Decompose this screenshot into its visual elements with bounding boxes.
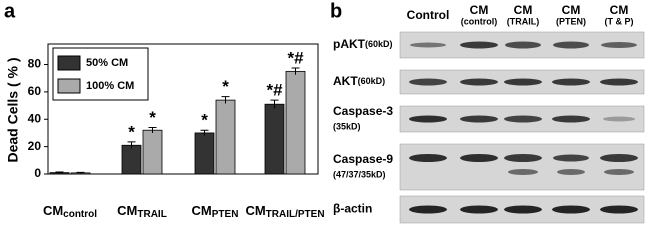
- blot-band: [504, 205, 542, 214]
- significance-marker: *: [149, 108, 156, 127]
- blot-band: [460, 115, 498, 123]
- blot-band: [604, 169, 634, 175]
- row-size: (60kD): [358, 76, 386, 86]
- blot-band: [553, 41, 589, 49]
- column-header: CM: [562, 3, 581, 17]
- blot-band: [600, 205, 638, 214]
- blot-band: [504, 78, 542, 86]
- panel-label: b: [330, 0, 342, 22]
- blot-band: [552, 205, 590, 214]
- column-header: CM: [470, 3, 489, 17]
- row-label: pAKT(60kD): [333, 37, 393, 51]
- x-tick-main: CM: [245, 203, 265, 218]
- y-tick-label: 40: [28, 111, 42, 125]
- x-tick-main: CM: [43, 203, 63, 218]
- column-header: Control: [407, 8, 450, 22]
- significance-marker: *: [201, 111, 208, 130]
- legend-label: 100% CM: [86, 80, 134, 92]
- row-label: Caspase-3: [333, 104, 393, 118]
- error-bar: [200, 129, 209, 136]
- blot-band: [504, 154, 542, 162]
- row-name: β-actin: [333, 202, 372, 216]
- error-bar: [55, 171, 64, 174]
- row-label: β-actin: [333, 202, 372, 216]
- blot-band: [409, 154, 447, 162]
- row-size: (47/37/35kD): [333, 169, 386, 179]
- plot-frame: [47, 43, 319, 175]
- blot-band: [409, 115, 447, 123]
- blot-band: [603, 116, 635, 122]
- blot-band: [552, 115, 590, 123]
- column-header: CM: [514, 3, 533, 17]
- x-tick-label: CMTRAIL: [117, 203, 167, 219]
- y-tick-label: 80: [28, 57, 42, 71]
- blot-band: [460, 154, 498, 162]
- x-tick-label: CMPTEN: [192, 203, 239, 219]
- error-bar: [270, 99, 279, 109]
- y-tick-label: 0: [34, 166, 41, 180]
- row-size: (60kD): [365, 39, 393, 49]
- legend-swatch: [57, 78, 81, 94]
- blot-band: [460, 78, 498, 86]
- blot-band: [504, 115, 542, 123]
- figure: a b Dead Cells ( % ) 020406080CMcontrol*…: [4, 0, 645, 224]
- x-tick-main: CM: [117, 203, 137, 218]
- blot-band: [601, 42, 637, 48]
- significance-marker: *#: [287, 48, 304, 67]
- error-bar: [76, 171, 85, 174]
- bar: [194, 132, 215, 175]
- bar: [285, 70, 306, 175]
- x-tick-label: CMTRAIL/PTEN: [245, 203, 324, 219]
- blot-strip: [399, 143, 645, 191]
- blot-band: [600, 154, 638, 162]
- x-tick-sub: TRAIL: [137, 209, 166, 220]
- significance-marker: *: [128, 122, 135, 141]
- error-bar: [291, 67, 300, 75]
- bar: [264, 103, 285, 175]
- x-tick-sub: PTEN: [212, 209, 239, 220]
- row-name: pAKT: [333, 37, 366, 51]
- row-label: Caspase-9: [333, 152, 393, 166]
- column-header-sub: (control): [461, 16, 498, 26]
- bar: [215, 99, 236, 175]
- x-tick-label: CMcontrol: [43, 203, 97, 219]
- legend-label: 50% CM: [86, 57, 128, 69]
- significance-marker: *#: [266, 81, 283, 100]
- blot-band: [460, 205, 498, 214]
- row-label: AKT(60kD): [333, 74, 385, 88]
- blot-band: [557, 169, 585, 175]
- blot-band: [410, 42, 446, 48]
- column-header-sub: (T & P): [605, 16, 634, 26]
- blot-band: [508, 169, 538, 175]
- panel-label: a: [4, 0, 16, 22]
- x-tick-sub: control: [63, 209, 97, 220]
- significance-marker: *: [222, 77, 229, 96]
- y-tick-label: 20: [28, 139, 42, 153]
- y-tick-label: 60: [28, 84, 42, 98]
- error-bar: [127, 141, 136, 149]
- column-header-sub: (PTEN): [556, 16, 586, 26]
- blot-band: [505, 41, 541, 49]
- blot-band: [552, 78, 590, 86]
- row-size: (35kD): [333, 121, 361, 131]
- error-bar: [148, 126, 157, 133]
- error-bar: [221, 96, 230, 104]
- blot-band: [409, 78, 447, 86]
- bar: [121, 144, 142, 175]
- blot-band: [409, 205, 447, 214]
- column-header: CM: [610, 3, 629, 17]
- blot-band: [460, 41, 498, 49]
- x-tick-sub: TRAIL/PTEN: [266, 209, 325, 220]
- row-name: Caspase-3: [333, 104, 393, 118]
- row-name: Caspase-9: [333, 152, 393, 166]
- blot-band: [553, 154, 589, 162]
- blot-band: [600, 78, 638, 86]
- bar: [142, 129, 163, 175]
- column-header-sub: (TRAIL): [507, 16, 540, 26]
- legend-swatch: [57, 55, 81, 71]
- x-tick-main: CM: [192, 203, 212, 218]
- y-axis-title: Dead Cells ( % ): [5, 57, 21, 162]
- row-name: AKT: [333, 74, 358, 88]
